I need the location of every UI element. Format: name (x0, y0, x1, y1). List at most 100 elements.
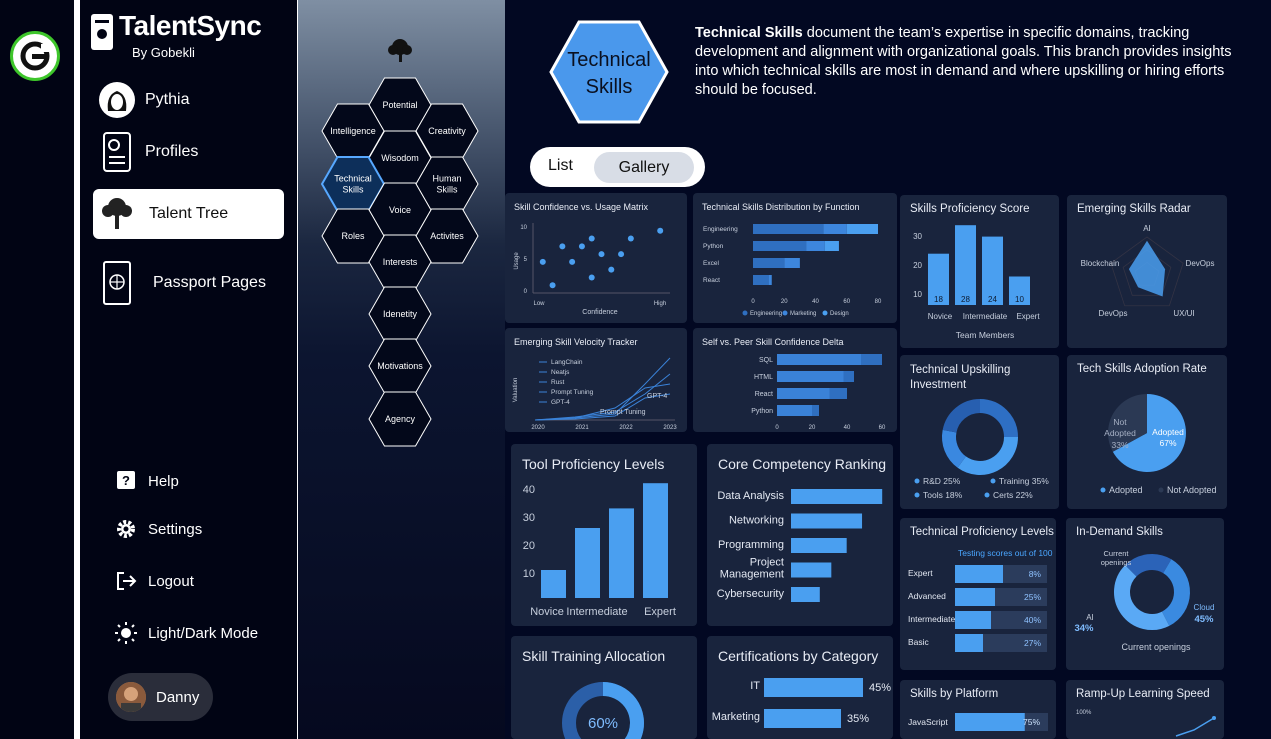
avatar (116, 682, 146, 712)
card-self-peer[interactable]: Self vs. Peer Skill Confidence Delta SQL… (693, 328, 897, 432)
x-tick: Expert (1016, 312, 1040, 321)
card-title: Emerging Skills Radar (1077, 203, 1191, 215)
card-skills-platform[interactable]: Skills by Platform JavaScript 75% (900, 680, 1056, 739)
hex-label: Wisodom (381, 153, 419, 163)
donut-slice (1114, 565, 1170, 630)
bar (764, 709, 841, 728)
card-title: Technical Upskilling Investment (910, 364, 1011, 391)
hex-label: Agency (385, 414, 416, 424)
donut-slice (1161, 559, 1190, 626)
y-label: Usage (514, 252, 520, 270)
x-tick: 0 (775, 425, 779, 431)
theme-label: Light/Dark Mode (148, 624, 259, 642)
card-core-competency[interactable]: Core Competency Ranking Data Analysis Net… (707, 444, 893, 626)
theme-toggle[interactable]: Light/Dark Mode (114, 619, 258, 647)
help-label: Help (148, 472, 179, 490)
x-tick: 20 (809, 425, 816, 431)
card-in-demand[interactable]: In-Demand Skills Current openings AI 34% Clo… (1066, 518, 1224, 670)
bar-value: 75% (1023, 717, 1040, 727)
nav-item-pythia[interactable]: Pythia (93, 75, 284, 125)
tree-hex-idenetity[interactable]: Idenetity (368, 286, 432, 342)
bar-value: 10 (1015, 295, 1024, 304)
x-tick: 60 (879, 425, 886, 431)
bar-peer (777, 371, 844, 382)
tree-hex-activites[interactable]: Activites (415, 208, 479, 264)
donut-value (602, 682, 644, 739)
donut-slice (942, 399, 981, 433)
legend-label: Tools 18% (923, 490, 963, 500)
card-title: In-Demand Skills (1076, 526, 1163, 538)
series-line (534, 393, 671, 421)
card-title: Skill Training Allocation (522, 648, 666, 664)
card-title: Certifications by Category (718, 648, 879, 664)
x-tick: 80 (875, 299, 882, 305)
logout-button[interactable]: Logout (114, 567, 194, 595)
user-menu[interactable]: Danny (108, 673, 213, 721)
radar-grid (1110, 236, 1184, 307)
legend-label: Marketing (790, 311, 816, 317)
card-proficiency-score[interactable]: Skills Proficiency Score 30 20 10 18 28 24 10 N… (900, 195, 1059, 348)
hex-shape (415, 208, 479, 264)
logout-icon (114, 569, 138, 593)
pythia-icon (97, 80, 137, 120)
card-training-allocation[interactable]: Skill Training Allocation 60% (511, 636, 697, 739)
scatter-point (539, 258, 546, 265)
bar-segment (753, 275, 769, 285)
scatter-point (578, 243, 585, 250)
view-gallery-button[interactable]: Gallery (594, 152, 694, 183)
help-icon: ? (114, 469, 138, 493)
bar-peer (777, 354, 861, 365)
card-title: Tech Skills Adoption Rate (1077, 363, 1207, 375)
nav-item-passport-pages[interactable]: Passport Pages (93, 258, 284, 308)
legend-label: Training 35% (999, 476, 1049, 486)
scatter-point (588, 274, 595, 281)
gobekli-logo-icon[interactable] (10, 31, 60, 81)
tree-hex-agency[interactable]: Agency (368, 391, 432, 447)
tree-hex-motivations[interactable]: Motivations (368, 338, 432, 394)
card-confidence-usage[interactable]: Skill Confidence vs. Usage Matrix Low Hig… (505, 193, 687, 323)
card-ramp-up[interactable]: Ramp-Up Learning Speed 100% (1066, 680, 1224, 739)
card-certifications[interactable]: Certifications by Category IT 45% Marketin… (707, 636, 893, 739)
bar-segment (753, 224, 824, 234)
help-button[interactable]: ? Help (114, 467, 179, 495)
annotation: Prompt Tuning (600, 409, 646, 416)
bar-value: 18 (934, 295, 943, 304)
card-velocity-tracker[interactable]: Emerging Skill Velocity Tracker LangChai… (505, 328, 687, 432)
bar (643, 483, 668, 598)
category-label: SQL (759, 357, 773, 364)
legend-dot (742, 310, 748, 316)
legend-label: R&D 25% (923, 476, 961, 486)
settings-button[interactable]: Settings (114, 515, 202, 543)
card-technical-proficiency[interactable]: Technical Proficiency Levels Testing sco… (900, 518, 1056, 670)
card-upskilling-investment[interactable]: Technical Upskilling Investment R&D 25% T… (900, 355, 1059, 509)
slice-label: openings (1101, 558, 1132, 567)
y-tick: 10 (523, 568, 535, 580)
bar (791, 489, 883, 504)
card-tool-proficiency[interactable]: Tool Proficiency Levels 40 30 20 10 Novice In… (511, 444, 697, 626)
card-distribution-function[interactable]: Technical Skills Distribution by Functio… (693, 193, 897, 323)
scatter-point (618, 251, 625, 258)
nav-item-talent-tree[interactable]: Talent Tree (93, 189, 284, 239)
legend-label: Adopted (1109, 485, 1143, 495)
bar (982, 236, 1003, 305)
y-tick: 100% (1076, 710, 1092, 716)
legend-dot (782, 310, 788, 316)
slice-label: Cloud (1194, 603, 1215, 612)
brand-sub: By Gobekli (132, 45, 195, 60)
bar-segment (784, 258, 800, 268)
bar (791, 587, 820, 602)
category-label: Basic (908, 637, 930, 647)
card-title: Emerging Skill Velocity Tracker (514, 337, 638, 347)
x-tick: Novice (928, 312, 953, 321)
x-tick: 40 (844, 425, 851, 431)
legend-dot (914, 478, 920, 484)
card-title: Skill Confidence vs. Usage Matrix (514, 202, 649, 212)
x-tick: 2023 (663, 425, 677, 431)
nav-item-profiles[interactable]: Profiles (93, 127, 284, 177)
x-label: Confidence (582, 309, 618, 316)
view-list-button[interactable]: List (548, 157, 573, 174)
x-label: Team Members (956, 330, 1015, 340)
card-adoption-rate[interactable]: Tech Skills Adoption Rate Adopted 67% Not A… (1067, 355, 1227, 509)
card-emerging-radar[interactable]: Emerging Skills Radar AI DevOps UX/UI DevOp… (1067, 195, 1227, 348)
brand-name: TalentSync (119, 10, 262, 41)
